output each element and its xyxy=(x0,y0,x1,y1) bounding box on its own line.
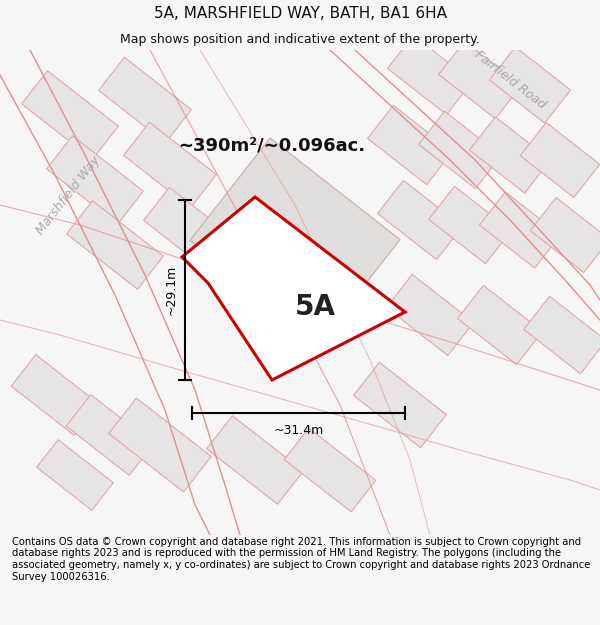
Polygon shape xyxy=(11,354,99,436)
Polygon shape xyxy=(109,398,211,492)
Text: ~29.1m: ~29.1m xyxy=(164,265,178,315)
Polygon shape xyxy=(182,197,405,380)
Text: 5A: 5A xyxy=(295,293,335,321)
Polygon shape xyxy=(520,122,600,198)
Polygon shape xyxy=(353,362,446,448)
Polygon shape xyxy=(37,439,113,511)
Polygon shape xyxy=(377,181,463,259)
Polygon shape xyxy=(458,286,542,364)
Text: Contains OS data © Crown copyright and database right 2021. This information is : Contains OS data © Crown copyright and d… xyxy=(12,537,590,581)
Text: ~390m²/~0.096ac.: ~390m²/~0.096ac. xyxy=(178,136,365,154)
Polygon shape xyxy=(490,47,571,123)
Polygon shape xyxy=(47,136,143,224)
Polygon shape xyxy=(67,201,163,289)
Text: 5A, MARSHFIELD WAY, BATH, BA1 6HA: 5A, MARSHFIELD WAY, BATH, BA1 6HA xyxy=(154,6,446,21)
Polygon shape xyxy=(124,122,217,208)
Polygon shape xyxy=(419,111,501,189)
Polygon shape xyxy=(524,296,600,374)
Polygon shape xyxy=(284,428,376,512)
Polygon shape xyxy=(386,274,473,356)
Polygon shape xyxy=(469,117,551,193)
Polygon shape xyxy=(66,394,154,476)
Polygon shape xyxy=(388,36,472,114)
Polygon shape xyxy=(22,71,118,159)
Polygon shape xyxy=(479,192,560,268)
Polygon shape xyxy=(98,58,191,142)
Polygon shape xyxy=(429,186,511,264)
Text: Marshfield Way: Marshfield Way xyxy=(34,153,103,237)
Polygon shape xyxy=(530,198,600,272)
Text: Fairfield Road: Fairfield Road xyxy=(472,48,548,112)
Polygon shape xyxy=(206,416,304,504)
Polygon shape xyxy=(190,138,400,342)
Polygon shape xyxy=(439,41,521,119)
Polygon shape xyxy=(368,106,452,184)
Text: Map shows position and indicative extent of the property.: Map shows position and indicative extent… xyxy=(120,32,480,46)
Text: ~31.4m: ~31.4m xyxy=(274,424,323,438)
Polygon shape xyxy=(143,188,236,272)
